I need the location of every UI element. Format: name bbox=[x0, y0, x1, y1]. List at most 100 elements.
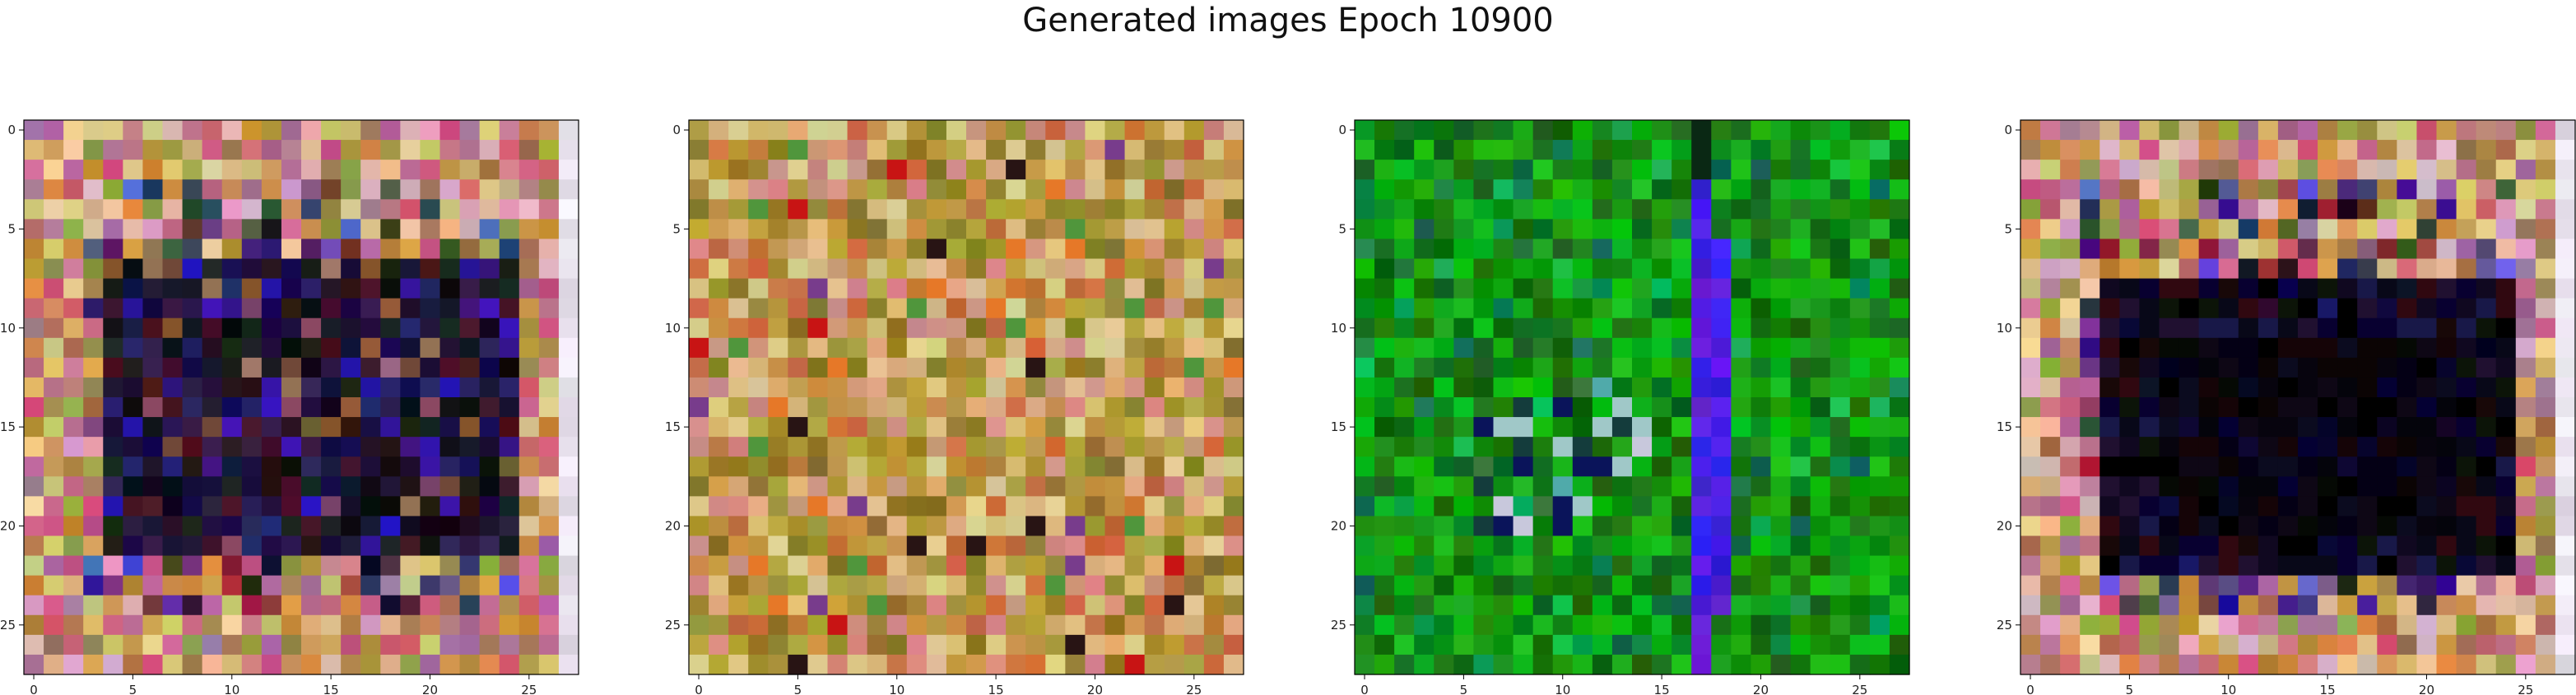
pixel-cell bbox=[1532, 337, 1554, 359]
pixel-cell bbox=[1790, 634, 1811, 656]
pixel-cell bbox=[1572, 456, 1593, 477]
pixel-cell bbox=[261, 535, 282, 557]
pixel-cell bbox=[83, 239, 104, 260]
pixel-cell bbox=[1592, 496, 1613, 517]
pixel-cell bbox=[341, 516, 361, 537]
pixel-cell bbox=[986, 397, 1007, 418]
pixel-cell bbox=[1085, 298, 1106, 319]
pixel-cell bbox=[1652, 239, 1672, 260]
pixel-cell bbox=[2040, 377, 2061, 398]
pixel-cell bbox=[906, 140, 928, 160]
pixel-cell bbox=[788, 278, 809, 299]
pixel-cell bbox=[2040, 239, 2061, 260]
pixel-cell bbox=[1223, 160, 1244, 180]
pixel-cell bbox=[499, 140, 520, 160]
pixel-cell bbox=[926, 278, 947, 299]
pixel-cell bbox=[301, 179, 322, 200]
pixel-cell bbox=[1453, 258, 1475, 280]
pixel-cell bbox=[380, 219, 401, 240]
pixel-cell bbox=[689, 278, 709, 299]
pixel-cell bbox=[1355, 258, 1375, 280]
pixel-cell bbox=[1045, 160, 1066, 180]
pixel-cell bbox=[1632, 417, 1653, 438]
pixel-cell bbox=[788, 595, 809, 616]
pixel-cell bbox=[1790, 397, 1811, 418]
pixel-cell bbox=[1691, 377, 1712, 398]
pixel-cell bbox=[1632, 179, 1653, 200]
pixel-cell bbox=[1790, 199, 1811, 220]
pixel-cell bbox=[807, 120, 829, 141]
pixel-cell bbox=[1691, 258, 1712, 280]
pixel-cell bbox=[2357, 317, 2378, 339]
pixel-cell bbox=[499, 258, 520, 280]
pixel-cell bbox=[24, 140, 44, 160]
pixel-cell bbox=[2099, 516, 2120, 537]
pixel-cell bbox=[986, 337, 1007, 359]
pixel-cell bbox=[2555, 634, 2576, 656]
pixel-cell bbox=[2020, 377, 2041, 398]
pixel-cell bbox=[1552, 357, 1574, 378]
y-tick-label: 10 bbox=[665, 321, 681, 336]
pixel-cell bbox=[1203, 437, 1225, 457]
pixel-cell bbox=[241, 140, 263, 160]
pixel-cell bbox=[1065, 476, 1086, 497]
pixel-cell bbox=[321, 595, 342, 616]
pixel-cell bbox=[1006, 634, 1026, 656]
pixel-cell bbox=[1355, 357, 1375, 378]
pixel-cell bbox=[827, 120, 849, 141]
pixel-cell bbox=[2555, 654, 2576, 675]
pixel-cell bbox=[768, 179, 788, 200]
pixel-cell bbox=[182, 219, 203, 240]
pixel-cell bbox=[360, 278, 381, 299]
pixel-cell bbox=[2139, 614, 2160, 636]
pixel-cell bbox=[1672, 496, 1692, 517]
pixel-cell bbox=[2397, 555, 2418, 577]
pixel-cell bbox=[1552, 160, 1574, 180]
pixel-cell bbox=[2476, 496, 2497, 517]
pixel-cell bbox=[499, 476, 520, 497]
pixel-cell bbox=[2099, 377, 2120, 398]
pixel-cell bbox=[1025, 357, 1046, 378]
pixel-cell bbox=[261, 575, 282, 596]
pixel-cell bbox=[709, 535, 729, 557]
pixel-cell bbox=[728, 258, 749, 280]
pixel-cell bbox=[2159, 160, 2180, 180]
pixel-cell bbox=[400, 377, 421, 398]
pixel-cell bbox=[83, 614, 104, 636]
pixel-cell bbox=[807, 496, 829, 517]
pixel-cell bbox=[1065, 417, 1086, 438]
pixel-cell bbox=[1572, 120, 1593, 141]
pixel-cell bbox=[728, 298, 749, 319]
pixel-cell bbox=[2555, 614, 2576, 636]
pixel-cell bbox=[926, 476, 947, 497]
pixel-cell bbox=[2436, 377, 2457, 398]
pixel-cell bbox=[1532, 377, 1554, 398]
pixel-cell bbox=[2555, 555, 2576, 577]
pixel-cell bbox=[2337, 140, 2358, 160]
pixel-cell bbox=[886, 160, 908, 180]
pixel-cell bbox=[2277, 417, 2299, 438]
pixel-cell bbox=[83, 654, 104, 675]
pixel-cell bbox=[1790, 337, 1811, 359]
pixel-cell bbox=[946, 496, 967, 517]
pixel-cell bbox=[142, 614, 164, 636]
pixel-cell bbox=[926, 179, 947, 200]
pixel-cell bbox=[182, 555, 203, 577]
pixel-cell bbox=[1223, 258, 1244, 280]
pixel-cell bbox=[1144, 516, 1165, 537]
pixel-cell bbox=[1790, 476, 1811, 497]
pixel-cell bbox=[63, 397, 84, 418]
pixel-cell bbox=[459, 535, 481, 557]
pixel-cell bbox=[2238, 199, 2259, 220]
pixel-cell bbox=[1889, 120, 1910, 141]
pixel-cell bbox=[1414, 317, 1434, 339]
pixel-cell bbox=[2535, 417, 2556, 438]
pixel-cell bbox=[123, 516, 144, 537]
pixel-cell bbox=[709, 476, 729, 497]
pixel-cell bbox=[1592, 654, 1613, 675]
pixel-cell bbox=[2060, 160, 2081, 180]
pixel-cell bbox=[1493, 476, 1514, 497]
pixel-cell bbox=[162, 160, 184, 180]
pixel-cell bbox=[1751, 437, 1772, 457]
pixel-cell bbox=[123, 614, 144, 636]
